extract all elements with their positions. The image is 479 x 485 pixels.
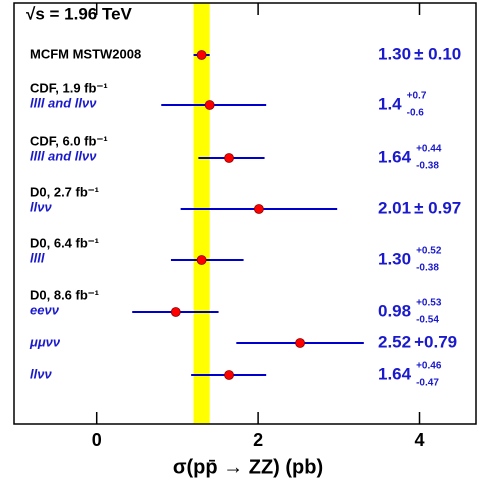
point bbox=[196, 50, 207, 60]
error-minus-label: -0.38 bbox=[416, 263, 439, 274]
error-minus-label: -0.6 bbox=[407, 108, 425, 119]
error-plus-label: +0.44 bbox=[416, 144, 442, 155]
x-tick-label: 4 bbox=[415, 430, 425, 450]
row-label: D0, 8.6 fb⁻¹ bbox=[30, 287, 99, 302]
value-label: 1.30 bbox=[378, 44, 411, 63]
error-label: ± 0.97 bbox=[414, 198, 461, 217]
point bbox=[204, 100, 215, 110]
value-label: 1.4 bbox=[378, 94, 402, 113]
error-minus-label: -0.54 bbox=[416, 315, 439, 326]
x-axis-label: σ(pp̄ → ZZ) (pb) bbox=[173, 456, 323, 478]
point bbox=[224, 370, 234, 380]
channel-label: llνν bbox=[30, 199, 52, 214]
point bbox=[295, 338, 305, 348]
value-label: 2.01 bbox=[378, 198, 411, 217]
channel-label: llll bbox=[30, 250, 45, 265]
row-label: D0, 2.7 fb⁻¹ bbox=[30, 184, 99, 199]
error-plus-label: +0.53 bbox=[416, 298, 442, 309]
plot-frame bbox=[13, 2, 477, 425]
error-label: +0.79 bbox=[414, 332, 457, 351]
value-label: 2.52 bbox=[378, 332, 411, 351]
chart-title: √s = 1.96 TeV bbox=[26, 4, 133, 23]
row-label: MCFM MSTW2008 bbox=[30, 46, 141, 61]
error-plus-label: +0.7 bbox=[407, 91, 427, 102]
point bbox=[224, 153, 234, 163]
value-label: 1.30 bbox=[378, 249, 411, 268]
row-label: CDF, 1.9 fb⁻¹ bbox=[30, 80, 108, 95]
channel-label: llll and llνν bbox=[30, 148, 97, 163]
value-label: 1.64 bbox=[378, 364, 412, 383]
row-label: CDF, 6.0 fb⁻¹ bbox=[30, 133, 108, 148]
x-tick-label: 0 bbox=[92, 430, 102, 450]
error-minus-label: -0.38 bbox=[416, 161, 439, 172]
error-plus-label: +0.52 bbox=[416, 246, 442, 257]
x-tick-label: 2 bbox=[253, 430, 263, 450]
value-label: 0.98 bbox=[378, 301, 411, 320]
row-label: D0, 6.4 fb⁻¹ bbox=[30, 235, 99, 250]
error-minus-label: -0.47 bbox=[416, 378, 439, 389]
error-label: ± 0.10 bbox=[414, 44, 461, 63]
theory-band bbox=[193, 3, 210, 424]
point bbox=[170, 307, 181, 317]
point bbox=[196, 255, 207, 265]
channel-label: eeνν bbox=[30, 302, 60, 317]
error-plus-label: +0.46 bbox=[416, 361, 442, 372]
point bbox=[254, 204, 264, 214]
channel-label: llll and llνν bbox=[30, 95, 97, 110]
channel-label: μμνν bbox=[29, 334, 61, 349]
value-label: 1.64 bbox=[378, 147, 412, 166]
channel-label: llνν bbox=[30, 366, 52, 381]
